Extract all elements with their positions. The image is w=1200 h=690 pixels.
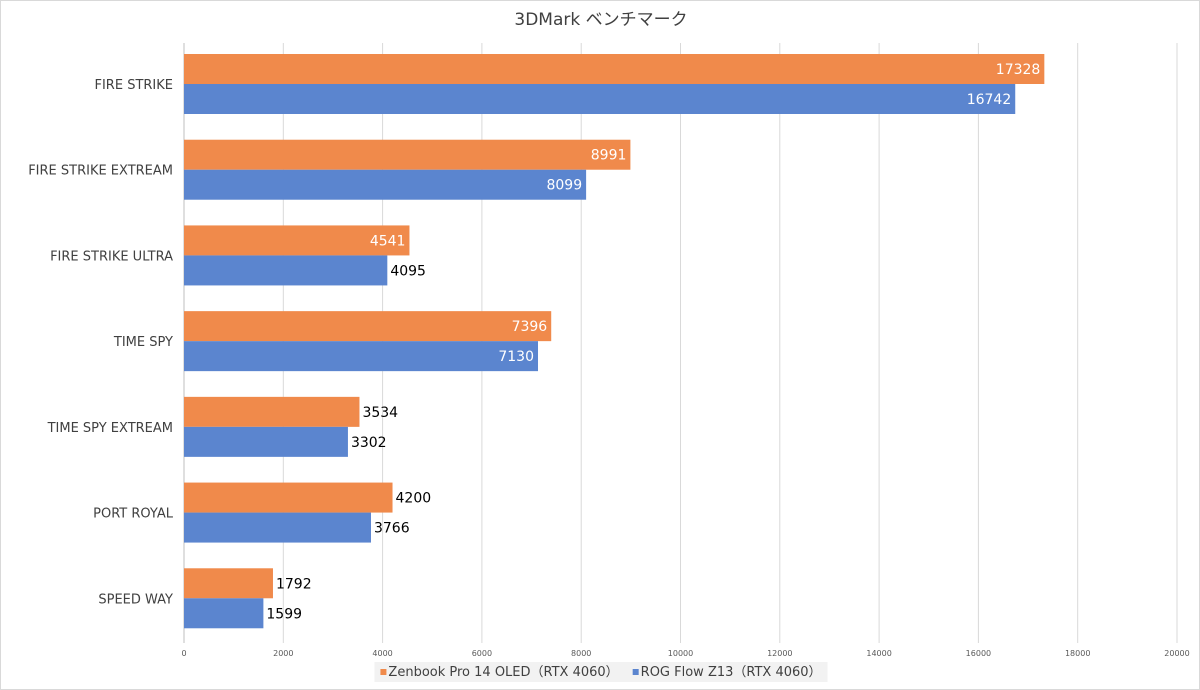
bars: 17328 16742 8991 8099 4541 4095 7396 7130 3534 33… — [184, 54, 1045, 629]
category-label: TIME SPY — [113, 335, 173, 350]
x-tick-label: 12000 — [767, 649, 792, 658]
x-tick-label: 4000 — [372, 649, 392, 658]
bar-value-label: 17328 — [996, 62, 1041, 78]
category-label: FIRE STRIKE — [95, 78, 174, 93]
bar-value-label: 4541 — [370, 233, 406, 249]
x-tick-label: 18000 — [1065, 649, 1090, 658]
bar — [184, 426, 348, 457]
bar-value-label: 8991 — [591, 148, 627, 164]
x-tick-label: 0 — [181, 649, 186, 658]
x-tick-label: 6000 — [472, 649, 492, 658]
bar — [184, 225, 410, 256]
category-label: PORT ROYAL — [93, 507, 174, 522]
category-label: SPEED WAY — [98, 592, 173, 607]
legend-item: Zenbook Pro 14 OLED（RTX 4060） — [380, 665, 619, 680]
bar — [184, 54, 1045, 84]
bar-value-label: 7130 — [498, 349, 534, 365]
category-label: FIRE STRIKE ULTRA — [50, 249, 173, 264]
bar-value-label: 16742 — [967, 92, 1012, 108]
bar — [184, 482, 393, 513]
bar-value-label: 3766 — [374, 521, 410, 537]
category-label: TIME SPY EXTREAM — [47, 421, 173, 436]
x-tick-label: 10000 — [668, 649, 693, 658]
bar-value-label: 8099 — [546, 178, 582, 194]
bar-value-label: 1792 — [276, 576, 312, 592]
x-tick-label: 16000 — [966, 649, 991, 658]
x-tick-label: 14000 — [866, 649, 891, 658]
bar-value-label: 4200 — [396, 491, 432, 507]
legend-swatch — [632, 669, 639, 675]
bar-value-label: 1599 — [266, 606, 302, 622]
legend-background — [374, 662, 828, 682]
bar — [184, 568, 273, 599]
bar-value-label: 4095 — [390, 263, 426, 279]
legend-label: Zenbook Pro 14 OLED（RTX 4060） — [388, 665, 618, 680]
bar — [184, 255, 388, 286]
category-label: FIRE STRIKE EXTREAM — [28, 164, 173, 179]
bar — [184, 139, 631, 170]
bar — [184, 396, 360, 427]
x-tick-label: 8000 — [571, 649, 591, 658]
x-tick-label: 2000 — [273, 649, 293, 658]
legend-label: ROG Flow Z13（RTX 4060） — [641, 665, 822, 680]
legend: Zenbook Pro 14 OLED（RTX 4060） ROG Flow Z1… — [374, 662, 828, 682]
x-tick-label: 20000 — [1164, 649, 1189, 658]
bar — [184, 341, 539, 372]
legend-swatch — [380, 669, 387, 675]
chart-title: 3DMark ベンチマーク — [514, 10, 687, 30]
bar-value-label: 7396 — [512, 319, 548, 335]
bar — [184, 84, 1016, 114]
legend-item: ROG Flow Z13（RTX 4060） — [632, 665, 822, 680]
bar — [184, 311, 552, 342]
bar-value-label: 3302 — [351, 435, 387, 451]
bar — [184, 598, 264, 629]
bar — [184, 169, 587, 200]
category-labels: FIRE STRIKE FIRE STRIKE EXTREAM FIRE STRIK… — [28, 78, 174, 607]
bar — [184, 512, 371, 543]
x-axis-tick-labels: 0 2000 4000 6000 8000 10000 12000 14000 16000 180… — [181, 649, 1189, 658]
bar-value-label: 3534 — [362, 405, 398, 421]
